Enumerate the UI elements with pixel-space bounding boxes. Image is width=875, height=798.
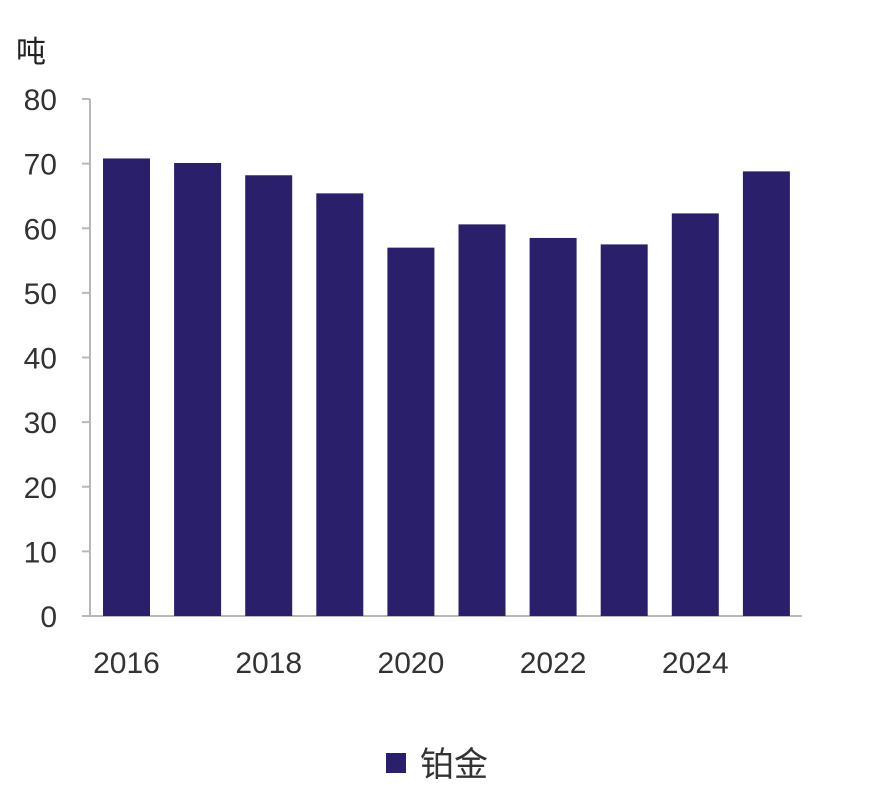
bar-2025 [742,171,790,616]
bar-2023 [600,244,648,616]
y-axis: 0 10 20 30 40 50 60 70 80 [24,84,91,634]
x-tick-label: 2020 [378,647,445,680]
legend-swatch [386,753,406,773]
x-tick-label: 2024 [662,647,729,680]
y-tick-label: 60 [24,213,57,246]
y-tick-label: 50 [24,278,57,311]
y-tick-label: 70 [24,149,57,182]
y-tick-label: 80 [24,84,57,117]
bar-2019 [316,193,364,617]
y-tick-label: 40 [24,343,57,376]
legend-label: 铂金 [420,745,488,785]
bar-2022 [529,237,577,616]
bars [103,158,790,617]
bar-2021 [458,224,506,616]
bar-2024 [671,213,719,617]
x-axis: 2016 2018 2020 2022 2024 [90,615,802,680]
x-tick-label: 2018 [235,647,302,680]
y-tick-label: 20 [24,472,57,505]
y-tick-label: 0 [40,601,57,634]
y-axis-unit-label: 吨 [16,35,46,70]
x-tick-label: 2022 [520,647,587,680]
y-tick-label: 30 [24,407,57,440]
x-tick-label: 2016 [93,647,160,680]
bar-2017 [174,162,222,616]
bar-2018 [245,175,293,616]
y-tick-label: 10 [24,536,57,569]
bar-2020 [387,247,435,616]
bar-2016 [103,158,150,616]
legend: 铂金 [386,745,488,785]
